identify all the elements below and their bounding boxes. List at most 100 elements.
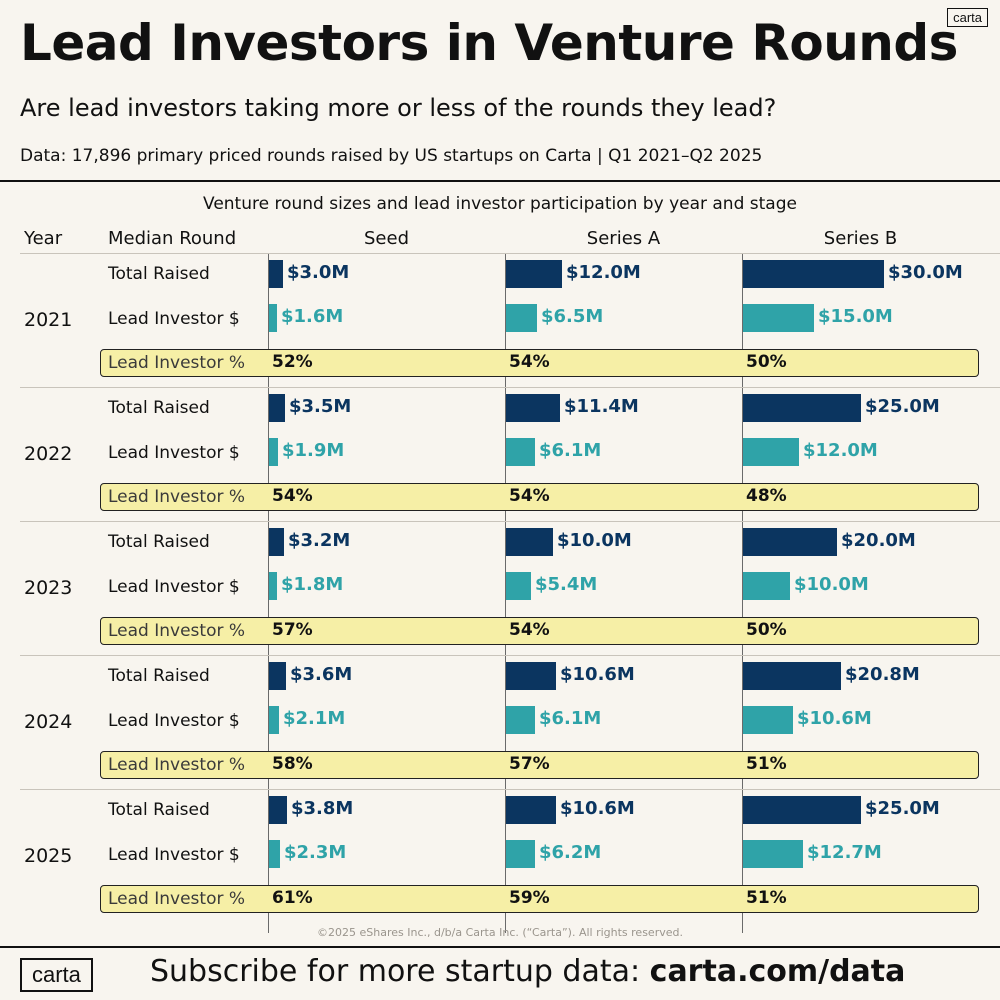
value-pct-series-b-2022: 48% xyxy=(746,486,787,506)
year-label-2021: 2021 xyxy=(24,309,73,331)
value-lead-series-a-2023: $5.4M xyxy=(535,574,598,595)
value-pct-seed-2025: 61% xyxy=(272,888,313,908)
bar-lead-series-b-2021 xyxy=(743,304,814,332)
value-lead-series-a-2022: $6.1M xyxy=(539,440,602,461)
bar-lead-series-a-2024 xyxy=(506,706,535,734)
lead-pct-band-2022 xyxy=(100,483,979,511)
value-pct-seed-2023: 57% xyxy=(272,620,313,640)
bar-total-series-a-2021 xyxy=(506,260,562,288)
bar-lead-series-a-2021 xyxy=(506,304,537,332)
bar-lead-series-b-2023 xyxy=(743,572,790,600)
column-line-seed xyxy=(268,253,269,933)
value-lead-seed-2024: $2.1M xyxy=(283,708,346,729)
cta-text: Subscribe for more startup data: xyxy=(150,954,650,989)
row-label-total-raised: Total Raised xyxy=(108,264,210,284)
year-separator-2025 xyxy=(20,789,1000,790)
value-lead-series-a-2021: $6.5M xyxy=(541,306,604,327)
stage-header-series-a: Series A xyxy=(586,228,661,249)
year-header: Year xyxy=(24,228,63,249)
year-separator-2024 xyxy=(20,655,1000,656)
bar-total-series-a-2022 xyxy=(506,394,560,422)
bar-lead-seed-2022 xyxy=(269,438,278,466)
value-total-series-b-2025: $25.0M xyxy=(865,798,940,819)
lead-pct-band-2025 xyxy=(100,885,979,913)
bar-total-seed-2025 xyxy=(269,796,287,824)
value-total-series-a-2022: $11.4M xyxy=(564,396,639,417)
stage-header-series-b: Series B xyxy=(823,228,898,249)
row-label-lead-investor-pct: Lead Investor % xyxy=(108,353,246,373)
bar-lead-series-b-2022 xyxy=(743,438,799,466)
value-lead-series-b-2024: $10.6M xyxy=(797,708,872,729)
value-pct-seed-2024: 58% xyxy=(272,754,313,774)
bar-total-series-b-2023 xyxy=(743,528,837,556)
year-label-2023: 2023 xyxy=(24,577,73,599)
row-label-lead-investor-dollars: Lead Investor $ xyxy=(108,845,240,865)
value-total-series-a-2021: $12.0M xyxy=(566,262,641,283)
value-pct-series-a-2023: 54% xyxy=(509,620,550,640)
copyright: ©2025 eShares Inc., d/b/a Carta Inc. (“C… xyxy=(317,926,683,939)
cta-link[interactable]: carta.com/data xyxy=(649,954,906,989)
row-label-lead-investor-dollars: Lead Investor $ xyxy=(108,577,240,597)
value-total-seed-2025: $3.8M xyxy=(291,798,354,819)
bar-total-seed-2024 xyxy=(269,662,286,690)
bar-lead-seed-2024 xyxy=(269,706,279,734)
value-total-series-b-2022: $25.0M xyxy=(865,396,940,417)
bar-lead-seed-2023 xyxy=(269,572,277,600)
value-lead-seed-2023: $1.8M xyxy=(281,574,344,595)
value-pct-series-a-2025: 59% xyxy=(509,888,550,908)
row-label-lead-investor-pct: Lead Investor % xyxy=(108,889,246,909)
year-label-2022: 2022 xyxy=(24,443,73,465)
value-lead-series-b-2022: $12.0M xyxy=(803,440,878,461)
year-separator-2021 xyxy=(20,253,1000,254)
column-line-series-b xyxy=(742,253,743,933)
value-pct-seed-2022: 54% xyxy=(272,486,313,506)
value-pct-series-b-2025: 51% xyxy=(746,888,787,908)
value-total-seed-2023: $3.2M xyxy=(288,530,351,551)
top-divider xyxy=(0,180,1000,182)
row-label-lead-investor-pct: Lead Investor % xyxy=(108,487,246,507)
row-label-total-raised: Total Raised xyxy=(108,532,210,552)
value-lead-series-a-2025: $6.2M xyxy=(539,842,602,863)
value-total-series-a-2023: $10.0M xyxy=(557,530,632,551)
value-pct-series-a-2021: 54% xyxy=(509,352,550,372)
row-label-lead-investor-pct: Lead Investor % xyxy=(108,621,246,641)
value-pct-seed-2021: 52% xyxy=(272,352,313,372)
row-label-total-raised: Total Raised xyxy=(108,800,210,820)
value-total-seed-2024: $3.6M xyxy=(290,664,353,685)
value-total-series-b-2024: $20.8M xyxy=(845,664,920,685)
row-label-lead-investor-dollars: Lead Investor $ xyxy=(108,711,240,731)
lead-pct-band-2024 xyxy=(100,751,979,779)
value-pct-series-b-2021: 50% xyxy=(746,352,787,372)
value-lead-seed-2021: $1.6M xyxy=(281,306,344,327)
value-total-seed-2021: $3.0M xyxy=(287,262,350,283)
value-total-series-b-2021: $30.0M xyxy=(888,262,963,283)
value-lead-series-b-2025: $12.7M xyxy=(807,842,882,863)
bar-lead-seed-2021 xyxy=(269,304,277,332)
value-pct-series-b-2024: 51% xyxy=(746,754,787,774)
column-line-series-a xyxy=(505,253,506,933)
value-lead-series-a-2024: $6.1M xyxy=(539,708,602,729)
data-source: Data: 17,896 primary priced rounds raise… xyxy=(20,146,763,166)
value-lead-seed-2022: $1.9M xyxy=(282,440,345,461)
value-lead-series-b-2023: $10.0M xyxy=(794,574,869,595)
row-label-total-raised: Total Raised xyxy=(108,398,210,418)
bar-lead-series-a-2022 xyxy=(506,438,535,466)
chart-title: Venture round sizes and lead investor pa… xyxy=(203,194,797,214)
row-label-lead-investor-dollars: Lead Investor $ xyxy=(108,443,240,463)
value-pct-series-b-2023: 50% xyxy=(746,620,787,640)
row-label-total-raised: Total Raised xyxy=(108,666,210,686)
bar-total-series-a-2023 xyxy=(506,528,553,556)
bar-lead-series-b-2024 xyxy=(743,706,793,734)
metric-header: Median Round xyxy=(108,228,237,249)
value-total-series-a-2024: $10.6M xyxy=(560,664,635,685)
year-separator-2023 xyxy=(20,521,1000,522)
bar-total-series-b-2024 xyxy=(743,662,841,690)
value-total-series-a-2025: $10.6M xyxy=(560,798,635,819)
bar-lead-series-a-2023 xyxy=(506,572,531,600)
bar-lead-series-a-2025 xyxy=(506,840,535,868)
value-total-series-b-2023: $20.0M xyxy=(841,530,916,551)
bar-total-series-b-2022 xyxy=(743,394,861,422)
bar-total-seed-2021 xyxy=(269,260,283,288)
lead-pct-band-2023 xyxy=(100,617,979,645)
page-title: Lead Investors in Venture Rounds xyxy=(20,14,958,72)
